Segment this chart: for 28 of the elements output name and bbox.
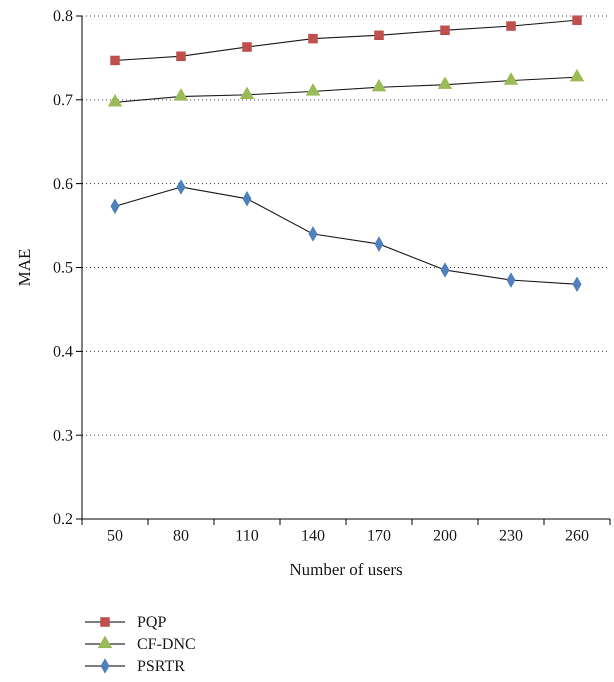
x-tick-label: 230: [499, 527, 523, 544]
point: [110, 56, 120, 66]
point: [572, 15, 582, 25]
point: [506, 21, 516, 31]
point: [440, 26, 450, 35]
y-tick-label: 0.7: [53, 92, 73, 109]
y-tick-label: 0.4: [53, 343, 73, 360]
y-tick-label: 0.2: [53, 511, 73, 528]
y-tick-label: 0.5: [53, 260, 73, 277]
point: [242, 42, 252, 52]
x-tick-label: 260: [565, 527, 589, 544]
legend-label: PSRTR: [137, 658, 186, 675]
y-tick-label: 0.3: [53, 427, 73, 444]
legend-label: PQP: [137, 614, 166, 631]
point: [374, 30, 384, 40]
legend-label: CF-DNC: [137, 636, 196, 653]
x-tick-label: 50: [107, 527, 123, 544]
point: [176, 51, 186, 61]
point: [308, 34, 318, 44]
y-axis-title: MAE: [15, 248, 34, 286]
x-tick-label: 110: [235, 527, 259, 544]
x-axis-title: Number of users: [289, 560, 403, 579]
x-tick-label: 140: [301, 527, 325, 544]
x-tick-label: 170: [367, 527, 391, 544]
x-tick-label: 200: [433, 527, 457, 544]
y-tick-label: 0.6: [53, 176, 73, 193]
y-tick-label: 0.8: [53, 8, 73, 26]
x-tick-label: 80: [173, 527, 189, 544]
